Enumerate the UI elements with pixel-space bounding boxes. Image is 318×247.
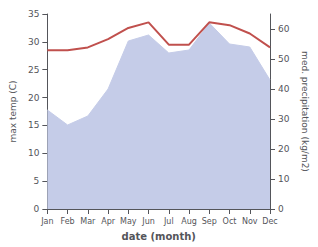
svg-text:0: 0	[278, 204, 284, 214]
svg-text:Sep: Sep	[202, 217, 217, 226]
svg-text:50: 50	[278, 54, 290, 64]
svg-text:Jan: Jan	[40, 217, 53, 226]
svg-text:10: 10	[28, 148, 40, 158]
svg-text:med. precipitation (kg/m2): med. precipitation (kg/m2)	[300, 51, 310, 172]
svg-text:25: 25	[28, 65, 39, 75]
svg-text:Oct: Oct	[223, 217, 237, 226]
svg-text:5: 5	[34, 176, 40, 186]
svg-text:15: 15	[28, 120, 39, 130]
svg-text:30: 30	[28, 37, 40, 47]
svg-text:20: 20	[278, 144, 290, 154]
svg-text:Jul: Jul	[163, 217, 174, 226]
svg-text:Aug: Aug	[181, 217, 197, 226]
svg-text:Mar: Mar	[80, 217, 96, 226]
svg-text:Apr: Apr	[101, 217, 116, 226]
svg-text:60: 60	[278, 24, 290, 34]
svg-text:May: May	[120, 217, 137, 226]
svg-text:Dec: Dec	[262, 217, 277, 226]
svg-text:30: 30	[278, 114, 290, 124]
svg-text:10: 10	[278, 174, 290, 184]
svg-text:40: 40	[278, 84, 290, 94]
svg-text:Nov: Nov	[242, 217, 258, 226]
svg-text:Feb: Feb	[61, 217, 75, 226]
svg-text:35: 35	[28, 9, 39, 19]
svg-text:date (month): date (month)	[121, 231, 195, 242]
svg-text:Jun: Jun	[141, 217, 155, 226]
svg-text:20: 20	[28, 93, 40, 103]
svg-text:0: 0	[34, 204, 40, 214]
svg-text:max temp (C): max temp (C)	[8, 80, 18, 142]
